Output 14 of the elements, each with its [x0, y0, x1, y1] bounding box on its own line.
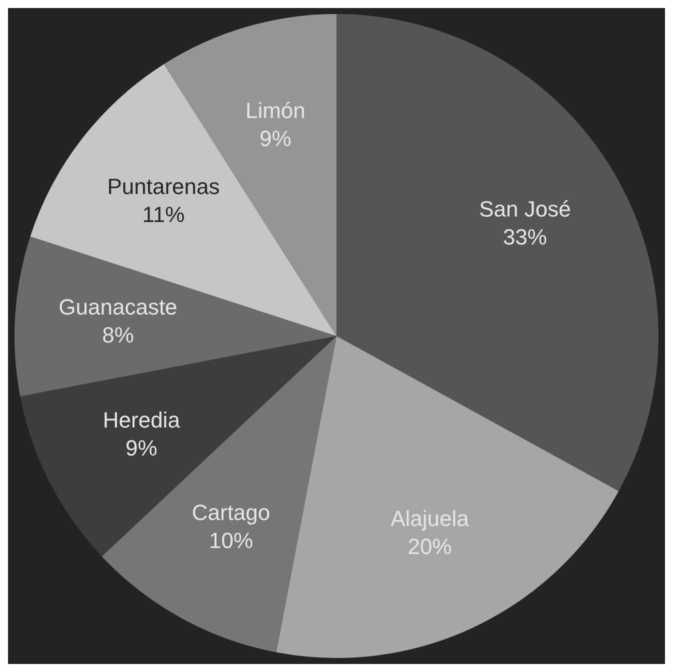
- slice-label: Heredia: [102, 407, 181, 432]
- data-label: 33%: [502, 224, 547, 250]
- data-label: 10%: [208, 528, 254, 553]
- slice-label: Guanacaste: [58, 294, 178, 320]
- data-label: 8%: [102, 322, 134, 348]
- slice-label: San José: [479, 196, 571, 222]
- slice-label: Puntarenas: [107, 174, 220, 199]
- slice-label: Limón: [245, 98, 306, 123]
- data-label: 20%: [408, 534, 452, 560]
- slice-label: Cartago: [192, 500, 270, 525]
- slice-label: Alajuela: [390, 506, 470, 532]
- data-label: 9%: [260, 126, 292, 151]
- data-label: 9%: [126, 435, 158, 460]
- data-label: 11%: [142, 202, 185, 227]
